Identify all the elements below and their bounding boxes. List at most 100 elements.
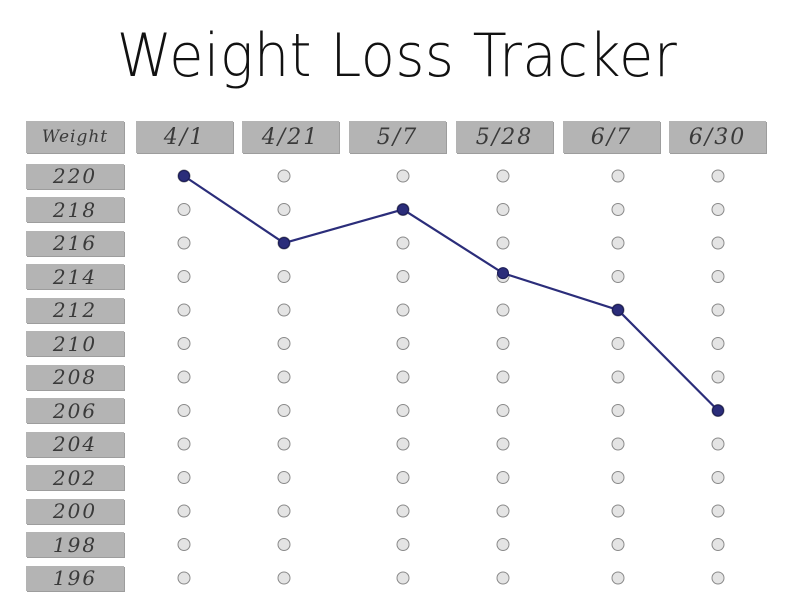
- weight-row-label-5: 210: [26, 331, 124, 356]
- data-point-1: [278, 237, 290, 249]
- grid-circle[interactable]: [496, 370, 510, 384]
- weight-row-label-1: 218: [26, 197, 124, 222]
- grid-circle[interactable]: [711, 236, 725, 250]
- grid-circle[interactable]: [496, 169, 510, 183]
- grid-circle[interactable]: [277, 370, 291, 384]
- grid-circle[interactable]: [711, 437, 725, 451]
- grid-circle[interactable]: [711, 370, 725, 384]
- grid-circle[interactable]: [496, 437, 510, 451]
- grid-circle[interactable]: [396, 270, 410, 283]
- grid-circle[interactable]: [177, 504, 191, 518]
- grid-circle[interactable]: [277, 169, 291, 183]
- grid-circle[interactable]: [496, 203, 510, 216]
- grid-circle[interactable]: [396, 337, 410, 350]
- date-header-2: 5/7: [349, 121, 446, 153]
- data-point-3: [497, 267, 509, 280]
- grid-circle[interactable]: [177, 404, 191, 417]
- grid-circle[interactable]: [277, 303, 291, 317]
- data-point-2: [397, 203, 409, 216]
- grid-circle[interactable]: [496, 471, 510, 484]
- grid-circle[interactable]: [711, 538, 725, 551]
- grid-circle[interactable]: [611, 370, 625, 384]
- data-point-0: [178, 170, 190, 182]
- grid-circle[interactable]: [177, 571, 191, 585]
- grid-circle[interactable]: [611, 169, 625, 183]
- grid-circle[interactable]: [711, 471, 725, 484]
- grid-circle[interactable]: [496, 303, 510, 317]
- weight-row-label-11: 198: [26, 532, 124, 557]
- grid-circle[interactable]: [711, 504, 725, 518]
- grid-circle[interactable]: [611, 203, 625, 216]
- grid-circle[interactable]: [396, 303, 410, 317]
- grid-circle[interactable]: [396, 538, 410, 551]
- grid-circle[interactable]: [496, 236, 510, 250]
- grid-circle[interactable]: [277, 337, 291, 350]
- weight-row-label-3: 214: [26, 264, 124, 289]
- date-header-5: 6/30: [669, 121, 766, 153]
- data-point-4: [612, 304, 624, 316]
- grid-circle[interactable]: [277, 504, 291, 518]
- grid-circle[interactable]: [711, 337, 725, 350]
- grid-circle[interactable]: [611, 504, 625, 518]
- grid-circle[interactable]: [496, 504, 510, 518]
- grid-circle[interactable]: [396, 236, 410, 250]
- grid-circle[interactable]: [496, 337, 510, 350]
- grid-circle[interactable]: [396, 504, 410, 518]
- weight-row-label-9: 202: [26, 465, 124, 490]
- weight-row-label-6: 208: [26, 364, 124, 390]
- grid-circle[interactable]: [177, 437, 191, 451]
- data-point-5: [712, 404, 724, 417]
- grid-circle[interactable]: [396, 169, 410, 183]
- grid-circle[interactable]: [396, 404, 410, 417]
- grid-circle[interactable]: [611, 236, 625, 250]
- grid-circle[interactable]: [611, 571, 625, 585]
- grid-circle[interactable]: [496, 404, 510, 417]
- grid-circle[interactable]: [177, 370, 191, 384]
- grid-circle[interactable]: [611, 404, 625, 417]
- grid-circle[interactable]: [711, 303, 725, 317]
- grid-circle[interactable]: [611, 471, 625, 484]
- date-header-4: 6/7: [563, 121, 660, 153]
- grid-circle[interactable]: [396, 471, 410, 484]
- grid-circle[interactable]: [396, 370, 410, 384]
- weight-series-line: [183, 175, 719, 412]
- grid-circle[interactable]: [277, 471, 291, 484]
- date-header-3: 5/28: [456, 121, 553, 153]
- weight-column-header: Weight: [26, 121, 124, 153]
- weight-row-label-7: 206: [26, 398, 124, 423]
- grid-circle[interactable]: [177, 270, 191, 283]
- weight-row-label-8: 204: [26, 431, 124, 457]
- grid-circle[interactable]: [277, 404, 291, 417]
- grid-circle[interactable]: [611, 270, 625, 283]
- grid-circle[interactable]: [611, 337, 625, 350]
- grid-circle[interactable]: [177, 303, 191, 317]
- weight-row-label-0: 220: [26, 163, 124, 189]
- grid-circle[interactable]: [711, 571, 725, 585]
- grid-circle[interactable]: [177, 538, 191, 551]
- grid-circle[interactable]: [277, 437, 291, 451]
- date-header-1: 4/21: [242, 121, 339, 153]
- grid-circle[interactable]: [277, 538, 291, 551]
- grid-circle[interactable]: [177, 236, 191, 250]
- grid-circle[interactable]: [277, 571, 291, 585]
- grid-circle[interactable]: [711, 270, 725, 283]
- weight-row-label-12: 196: [26, 565, 124, 591]
- grid-circle[interactable]: [177, 337, 191, 350]
- weight-row-label-4: 212: [26, 297, 124, 323]
- chart-title: Weight Loss Tracker: [116, 21, 678, 91]
- grid-circle[interactable]: [711, 203, 725, 216]
- grid-circle[interactable]: [496, 538, 510, 551]
- weight-row-label-2: 216: [26, 230, 124, 256]
- grid-circle[interactable]: [711, 169, 725, 183]
- grid-circle[interactable]: [277, 203, 291, 216]
- grid-circle[interactable]: [177, 471, 191, 484]
- grid-circle[interactable]: [177, 203, 191, 216]
- grid-circle[interactable]: [496, 571, 510, 585]
- date-header-0: 4/1: [136, 121, 233, 153]
- grid-circle[interactable]: [277, 270, 291, 283]
- grid-circle[interactable]: [396, 437, 410, 451]
- grid-circle[interactable]: [396, 571, 410, 585]
- grid-circle[interactable]: [611, 538, 625, 551]
- grid-circle[interactable]: [611, 437, 625, 451]
